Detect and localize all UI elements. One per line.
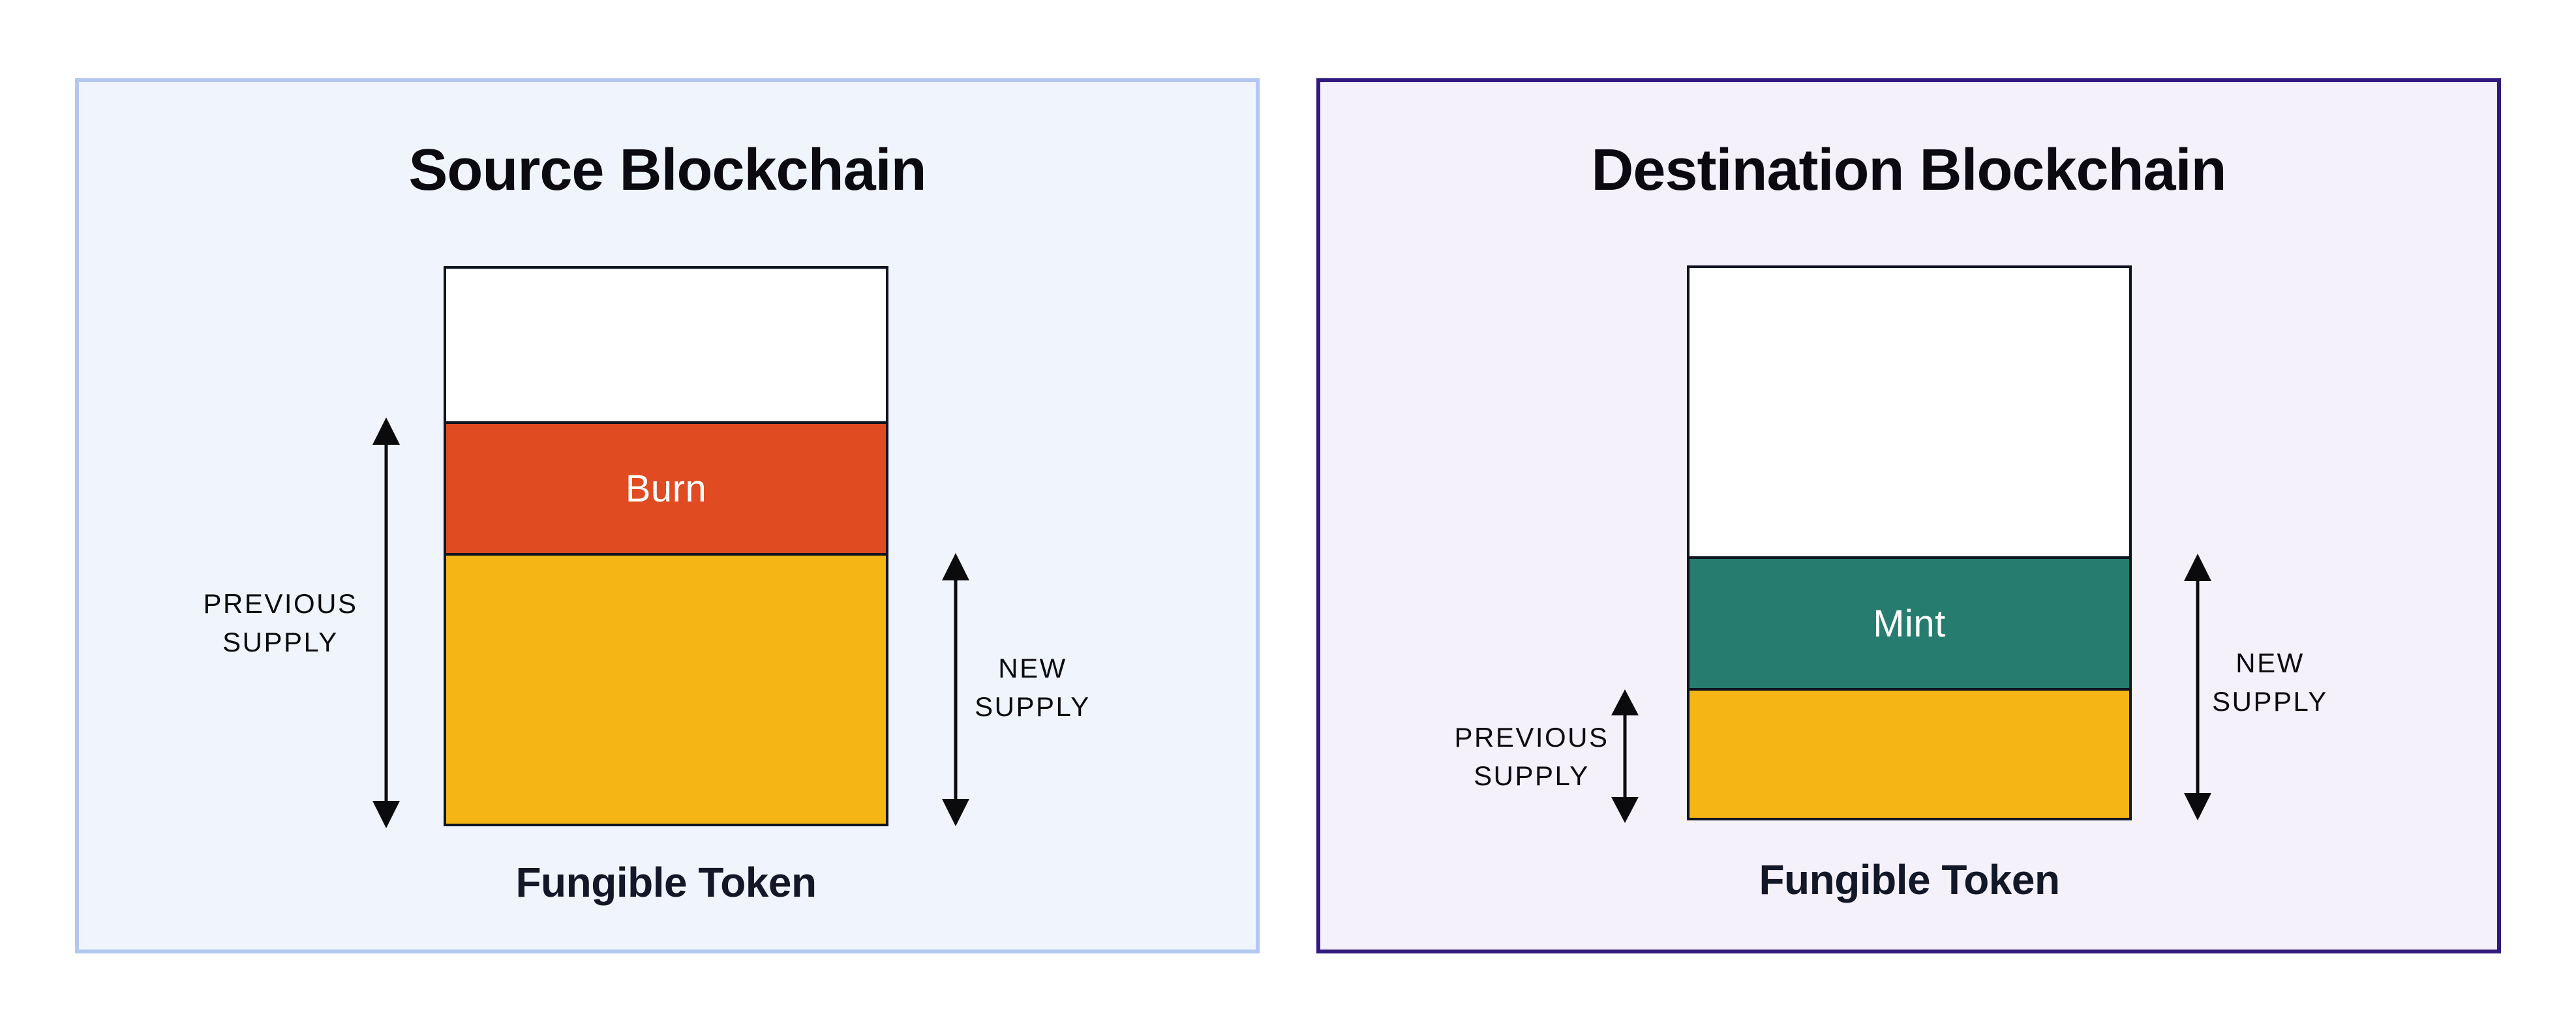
burn-segment-label: Burn xyxy=(625,467,707,510)
burn-segment: Burn xyxy=(446,421,886,556)
destination-unfilled-segment xyxy=(1690,268,2129,556)
source-new-supply-label-line1: NEW xyxy=(998,653,1067,683)
source-new-supply-label: NEW SUPPLY xyxy=(915,649,1150,726)
source-previous-supply-double-arrow-icon xyxy=(372,417,400,828)
source-previous-supply-label-line1: PREVIOUS xyxy=(203,588,358,619)
destination-panel-title: Destination Blockchain xyxy=(1591,138,2226,203)
source-remaining-supply-segment xyxy=(446,556,886,824)
destination-token-bar: Mint xyxy=(1687,265,2132,820)
destination-new-supply-double-arrow-icon xyxy=(2184,554,2211,820)
source-new-supply-double-arrow-icon xyxy=(942,553,969,826)
source-token-caption: Fungible Token xyxy=(515,859,817,906)
source-unfilled-segment xyxy=(446,269,886,421)
source-token-bar: Burn xyxy=(444,266,888,826)
destination-previous-supply-double-arrow-icon xyxy=(1611,689,1639,823)
source-new-supply-label-line2: SUPPLY xyxy=(975,691,1091,722)
source-previous-supply-label-line2: SUPPLY xyxy=(222,627,339,657)
destination-previous-supply-label: PREVIOUS SUPPLY xyxy=(1414,718,1649,795)
destination-token-caption: Fungible Token xyxy=(1759,856,2060,903)
mint-segment-label: Mint xyxy=(1873,602,1946,645)
source-previous-supply-label: PREVIOUS SUPPLY xyxy=(163,584,398,661)
source-blockchain-panel: Source Blockchain Burn PREVIOUS SUPPLY N… xyxy=(75,78,1260,953)
destination-new-supply-label-line2: SUPPLY xyxy=(2212,686,2328,717)
destination-previous-supply-segment xyxy=(1690,691,2129,818)
destination-new-supply-label: NEW SUPPLY xyxy=(2153,644,2387,721)
mint-segment: Mint xyxy=(1690,556,2129,691)
destination-previous-supply-label-line2: SUPPLY xyxy=(1474,760,1590,791)
source-panel-title: Source Blockchain xyxy=(408,138,926,203)
destination-previous-supply-label-line1: PREVIOUS xyxy=(1454,722,1609,753)
destination-new-supply-label-line1: NEW xyxy=(2235,648,2305,678)
destination-blockchain-panel: Destination Blockchain Mint PREVIOUS SUP… xyxy=(1316,78,2501,953)
